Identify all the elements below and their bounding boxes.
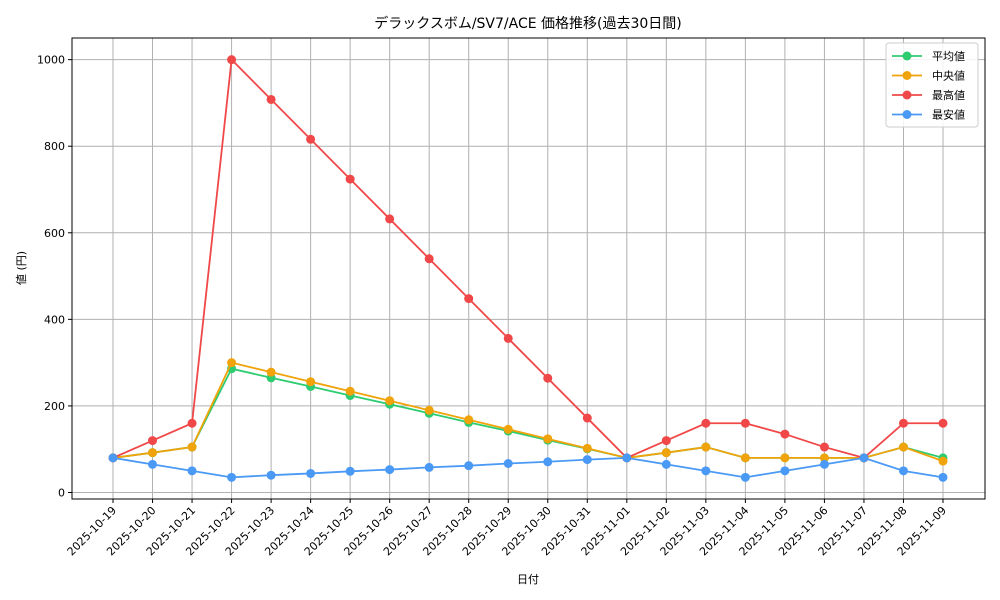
data-point bbox=[938, 418, 948, 428]
y-tick-label: 200 bbox=[44, 400, 65, 413]
data-point bbox=[266, 470, 276, 480]
data-point bbox=[780, 429, 790, 439]
data-point bbox=[227, 358, 237, 368]
chart-title: デラックスボム/SV7/ACE 価格推移(過去30日間) bbox=[374, 15, 682, 32]
data-point bbox=[424, 405, 434, 415]
legend-item: 平均値 bbox=[892, 50, 965, 63]
data-point bbox=[898, 442, 908, 452]
data-point bbox=[661, 436, 671, 446]
data-point bbox=[740, 418, 750, 428]
data-point bbox=[582, 413, 592, 423]
y-tick-label: 0 bbox=[58, 487, 65, 500]
data-point bbox=[424, 254, 434, 264]
data-point bbox=[148, 459, 158, 469]
data-point bbox=[187, 418, 197, 428]
data-point bbox=[306, 377, 316, 387]
data-point bbox=[503, 424, 513, 434]
data-point bbox=[661, 459, 671, 469]
legend-marker-icon bbox=[902, 51, 912, 61]
data-point bbox=[740, 472, 750, 482]
data-point bbox=[543, 434, 553, 444]
data-point bbox=[424, 462, 434, 472]
data-point bbox=[819, 442, 829, 452]
data-point bbox=[187, 466, 197, 476]
data-point bbox=[345, 174, 355, 184]
plot-area: 2025-10-192025-10-202025-10-212025-10-22… bbox=[37, 37, 986, 558]
y-axis-label: 値 (円) bbox=[15, 251, 28, 285]
data-point bbox=[266, 367, 276, 377]
data-point bbox=[345, 386, 355, 396]
data-point bbox=[819, 453, 829, 463]
data-point bbox=[464, 461, 474, 471]
data-point bbox=[148, 436, 158, 446]
data-point bbox=[701, 418, 711, 428]
data-point bbox=[464, 294, 474, 304]
series-line bbox=[108, 358, 948, 466]
data-point bbox=[701, 442, 711, 452]
data-point bbox=[187, 442, 197, 452]
legend-label: 中央値 bbox=[932, 70, 965, 83]
data-point bbox=[819, 459, 829, 469]
data-point bbox=[306, 468, 316, 478]
legend-marker-icon bbox=[902, 110, 912, 119]
data-point bbox=[148, 448, 158, 458]
data-point bbox=[345, 466, 355, 476]
y-tick-label: 1000 bbox=[37, 54, 65, 67]
legend-item: 最安値 bbox=[892, 108, 965, 122]
data-point bbox=[543, 373, 553, 383]
legend-item: 中央値 bbox=[892, 70, 965, 83]
data-point bbox=[503, 459, 513, 469]
y-tick-label: 800 bbox=[44, 140, 65, 153]
data-point bbox=[266, 94, 276, 104]
data-point bbox=[898, 466, 908, 476]
data-point bbox=[780, 466, 790, 476]
legend-label: 最安値 bbox=[932, 108, 965, 122]
data-point bbox=[898, 418, 908, 428]
data-point bbox=[859, 453, 869, 463]
data-point bbox=[385, 396, 395, 406]
plot-frame bbox=[71, 37, 986, 500]
y-tick-label: 400 bbox=[44, 313, 65, 326]
data-point bbox=[582, 443, 592, 453]
legend-item: 最高値 bbox=[892, 88, 965, 102]
legend-label: 平均値 bbox=[932, 50, 965, 63]
legend-marker-icon bbox=[902, 90, 912, 100]
data-point bbox=[740, 453, 750, 463]
data-point bbox=[227, 55, 237, 65]
data-point bbox=[622, 453, 632, 463]
data-point bbox=[582, 455, 592, 465]
data-point bbox=[306, 134, 316, 144]
data-point bbox=[227, 472, 237, 482]
legend-marker-icon bbox=[902, 71, 912, 80]
data-point bbox=[780, 453, 790, 463]
series-line bbox=[108, 453, 948, 482]
data-point bbox=[701, 466, 711, 476]
data-point bbox=[108, 453, 118, 463]
data-point bbox=[503, 333, 513, 343]
data-point bbox=[385, 465, 395, 475]
data-point bbox=[385, 214, 395, 224]
data-point bbox=[938, 456, 948, 466]
y-tick-label: 600 bbox=[44, 227, 65, 240]
data-point bbox=[938, 472, 948, 482]
data-point bbox=[464, 415, 474, 425]
data-point bbox=[661, 448, 671, 458]
data-point bbox=[543, 457, 553, 467]
x-axis-label: 日付 bbox=[517, 573, 539, 586]
legend-label: 最高値 bbox=[932, 88, 965, 102]
